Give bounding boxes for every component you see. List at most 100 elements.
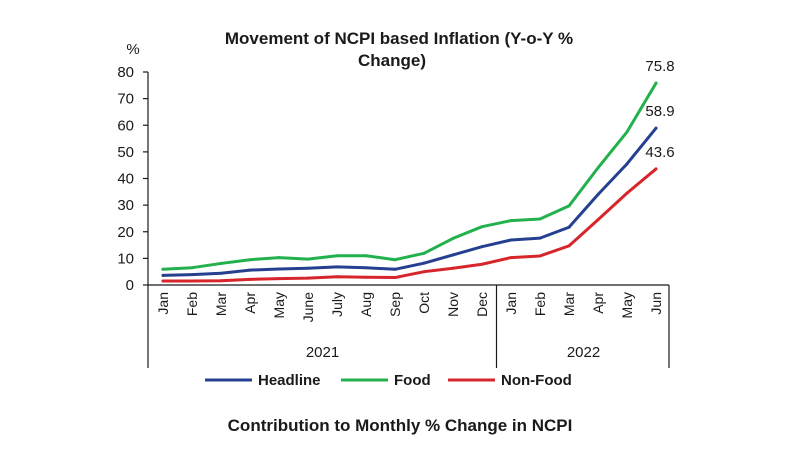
series-line-non-food (161, 167, 658, 283)
legend-item-food: Food (341, 372, 431, 389)
data-point-non-food (364, 275, 368, 279)
data-point-headline (509, 238, 513, 242)
data-point-non-food (538, 254, 542, 258)
data-point-food (335, 254, 339, 258)
data-point-non-food (451, 266, 455, 270)
data-point-food (567, 204, 571, 208)
chart-title-line-2: Change) (358, 51, 426, 70)
data-point-food (306, 257, 310, 261)
y-tick-label: 50 (117, 144, 134, 161)
x-tick-label: May (271, 292, 287, 318)
data-point-headline (625, 162, 629, 166)
data-point-non-food (422, 270, 426, 274)
data-point-food (422, 251, 426, 255)
legend-label-headline: Headline (258, 372, 321, 389)
data-point-headline (190, 273, 194, 277)
data-point-headline (480, 245, 484, 249)
x-tick-label: Nov (445, 292, 461, 317)
data-point-non-food (596, 218, 600, 222)
x-axis: Jan Feb Mar Apr May June July Aug Sep Oct Nov Dec Ja… (147, 284, 670, 368)
data-point-food (364, 254, 368, 258)
data-point-headline (277, 267, 281, 271)
data-point-food (190, 266, 194, 270)
data-point-food (248, 258, 252, 262)
x-tick-label: Feb (532, 292, 548, 316)
x-tick-label: June (300, 292, 316, 323)
data-point-headline (219, 271, 223, 275)
y-axis-unit-label: % (126, 41, 139, 58)
y-tick-label: 10 (117, 250, 134, 267)
data-label-headline: 58.9 (645, 103, 674, 120)
data-label-food: 75.8 (645, 58, 674, 75)
data-point-food (277, 256, 281, 260)
y-tick-label: 60 (117, 117, 134, 134)
data-point-headline (538, 236, 542, 240)
data-point-food (480, 225, 484, 229)
data-point-headline (248, 268, 252, 272)
chart-title-line-1: Movement of NCPI based Inflation (Y-o-Y … (225, 29, 573, 48)
data-point-non-food (335, 275, 339, 279)
x-tick-label: Feb (184, 292, 200, 316)
data-point-headline (364, 266, 368, 270)
y-tick-label: 80 (117, 64, 134, 81)
data-point-headline (654, 126, 658, 130)
legend-item-non-food: Non-Food (448, 372, 572, 389)
data-point-non-food (190, 279, 194, 283)
data-point-non-food (161, 279, 165, 283)
data-point-headline (422, 261, 426, 265)
series-line-food (161, 81, 658, 271)
legend-item-headline: Headline (205, 372, 321, 389)
y-tick-label: 0 (126, 277, 134, 294)
y-tick-label: 30 (117, 197, 134, 214)
data-label-non-food: 43.6 (645, 144, 674, 161)
end-labels: 58.9 75.8 43.6 (645, 58, 674, 161)
x-tick-label: Dec (474, 292, 490, 317)
data-point-food (654, 81, 658, 85)
y-tick-label: 70 (117, 91, 134, 108)
data-point-headline (596, 192, 600, 196)
series-group (161, 81, 658, 283)
legend: Headline Food Non-Food (205, 372, 572, 389)
x-tick-label: Jun (648, 292, 664, 315)
data-point-headline (306, 266, 310, 270)
year-group-label: 2022 (567, 344, 600, 361)
data-point-non-food (509, 256, 513, 260)
x-tick-label: Mar (213, 292, 229, 316)
y-tick-label: 40 (117, 171, 134, 188)
y-tick-label: 20 (117, 224, 134, 241)
x-tick-label: Apr (590, 292, 606, 314)
data-point-food (161, 267, 165, 271)
data-point-food (596, 166, 600, 170)
footer-caption: Contribution to Monthly % Change in NCPI (228, 416, 573, 435)
data-point-non-food (654, 167, 658, 171)
data-point-non-food (277, 277, 281, 281)
x-tick-label: Oct (416, 292, 432, 314)
data-point-headline (451, 253, 455, 257)
x-tick-label: Sep (387, 292, 403, 317)
year-group-label: 2021 (306, 344, 339, 361)
x-tick-label: Jan (503, 292, 519, 315)
data-point-food (219, 261, 223, 265)
data-point-food (625, 130, 629, 134)
legend-label-non-food: Non-Food (501, 372, 572, 389)
x-tick-label: Apr (242, 292, 258, 314)
legend-label-food: Food (394, 372, 431, 389)
data-point-non-food (480, 262, 484, 266)
x-tick-label: July (329, 292, 345, 317)
data-point-non-food (219, 279, 223, 283)
data-point-headline (567, 225, 571, 229)
x-tick-label: Jan (155, 292, 171, 315)
data-point-headline (335, 265, 339, 269)
x-tick-label: Mar (561, 292, 577, 316)
series-line-headline (161, 126, 658, 277)
x-tick-label: Aug (358, 292, 374, 317)
data-point-food (451, 236, 455, 240)
x-tick-label: May (619, 292, 635, 318)
data-point-non-food (248, 277, 252, 281)
data-point-headline (161, 273, 165, 277)
data-point-food (393, 258, 397, 262)
data-point-headline (393, 267, 397, 271)
data-point-food (538, 217, 542, 221)
data-point-non-food (567, 244, 571, 248)
